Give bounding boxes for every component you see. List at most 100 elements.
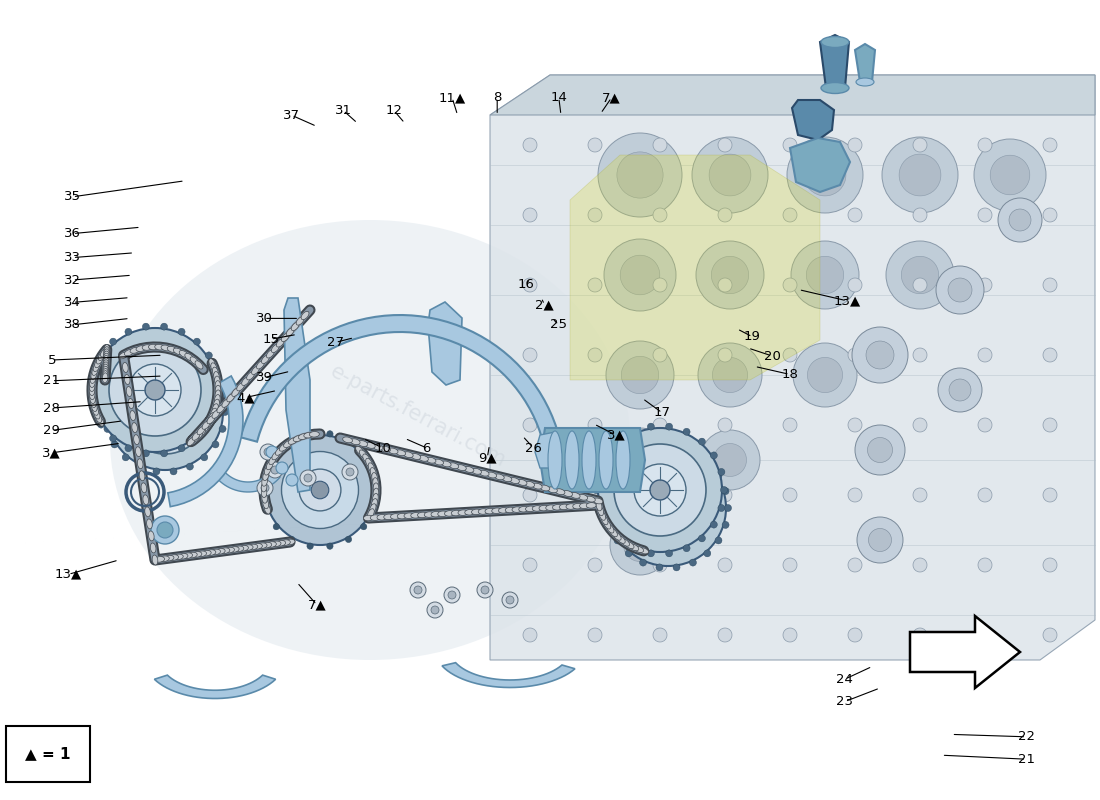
Circle shape: [186, 463, 194, 470]
Polygon shape: [490, 75, 1094, 115]
Polygon shape: [490, 75, 1094, 660]
Circle shape: [276, 462, 288, 474]
Circle shape: [807, 358, 843, 393]
Circle shape: [666, 550, 672, 557]
Ellipse shape: [89, 390, 95, 400]
Circle shape: [1043, 278, 1057, 292]
Ellipse shape: [132, 422, 138, 433]
Ellipse shape: [566, 504, 576, 510]
Ellipse shape: [126, 386, 132, 397]
Circle shape: [783, 628, 798, 642]
Circle shape: [206, 421, 212, 428]
Circle shape: [886, 241, 954, 309]
Circle shape: [718, 348, 732, 362]
Ellipse shape: [617, 536, 625, 543]
Ellipse shape: [103, 360, 109, 370]
Ellipse shape: [155, 344, 165, 350]
Ellipse shape: [343, 437, 352, 442]
Text: 6: 6: [422, 442, 431, 454]
Circle shape: [311, 481, 329, 499]
Circle shape: [606, 341, 674, 409]
Circle shape: [506, 596, 514, 604]
Circle shape: [94, 328, 217, 452]
Circle shape: [307, 543, 314, 550]
Ellipse shape: [397, 514, 407, 519]
Circle shape: [444, 587, 460, 603]
Circle shape: [848, 488, 862, 502]
Ellipse shape: [582, 431, 596, 489]
Circle shape: [653, 208, 667, 222]
Circle shape: [212, 376, 219, 383]
Circle shape: [481, 586, 490, 594]
Circle shape: [848, 278, 862, 292]
Circle shape: [653, 138, 667, 152]
Ellipse shape: [487, 472, 496, 478]
Ellipse shape: [103, 364, 109, 374]
Ellipse shape: [200, 425, 208, 433]
Ellipse shape: [639, 548, 649, 554]
Ellipse shape: [431, 511, 441, 517]
Ellipse shape: [350, 438, 360, 445]
Ellipse shape: [161, 345, 170, 351]
Ellipse shape: [365, 458, 372, 467]
Text: 13▲: 13▲: [834, 294, 860, 307]
Ellipse shape: [174, 348, 183, 354]
Circle shape: [110, 435, 117, 442]
Circle shape: [598, 133, 682, 217]
Circle shape: [791, 241, 859, 309]
Circle shape: [718, 138, 732, 152]
Ellipse shape: [155, 557, 165, 562]
Circle shape: [109, 344, 201, 436]
Circle shape: [603, 521, 609, 528]
Ellipse shape: [372, 498, 377, 508]
Ellipse shape: [145, 507, 151, 517]
Ellipse shape: [212, 404, 218, 414]
Circle shape: [304, 474, 312, 482]
Circle shape: [648, 423, 654, 430]
Ellipse shape: [856, 78, 875, 86]
Circle shape: [522, 628, 537, 642]
Text: 19: 19: [744, 330, 761, 343]
Circle shape: [725, 505, 732, 511]
Text: 34: 34: [64, 296, 81, 309]
Polygon shape: [442, 662, 575, 687]
Text: 7▲: 7▲: [307, 598, 327, 611]
Ellipse shape: [578, 494, 587, 500]
Ellipse shape: [220, 548, 230, 554]
Ellipse shape: [207, 415, 215, 424]
Ellipse shape: [570, 493, 580, 498]
Ellipse shape: [242, 377, 250, 386]
Ellipse shape: [580, 503, 590, 509]
Ellipse shape: [272, 344, 279, 353]
Ellipse shape: [164, 555, 174, 561]
Circle shape: [288, 536, 295, 542]
Circle shape: [610, 450, 726, 566]
Ellipse shape: [262, 482, 267, 492]
Circle shape: [588, 208, 602, 222]
Ellipse shape: [152, 555, 157, 565]
Ellipse shape: [271, 541, 281, 546]
Ellipse shape: [404, 452, 414, 458]
Ellipse shape: [294, 435, 302, 442]
Ellipse shape: [89, 386, 95, 395]
Circle shape: [265, 435, 375, 545]
Circle shape: [605, 505, 612, 511]
Circle shape: [978, 138, 992, 152]
Ellipse shape: [100, 349, 108, 357]
Ellipse shape: [206, 417, 213, 426]
Circle shape: [299, 469, 341, 511]
Ellipse shape: [262, 494, 267, 503]
Text: 5: 5: [47, 354, 56, 366]
Circle shape: [1043, 348, 1057, 362]
Ellipse shape: [216, 386, 221, 395]
Circle shape: [990, 155, 1030, 194]
Ellipse shape: [141, 483, 146, 493]
Circle shape: [273, 523, 279, 530]
Ellipse shape: [600, 431, 613, 489]
Circle shape: [806, 256, 844, 294]
Circle shape: [630, 545, 637, 552]
Ellipse shape: [148, 344, 158, 350]
Circle shape: [374, 486, 381, 493]
Ellipse shape: [540, 485, 550, 491]
Ellipse shape: [292, 322, 299, 330]
